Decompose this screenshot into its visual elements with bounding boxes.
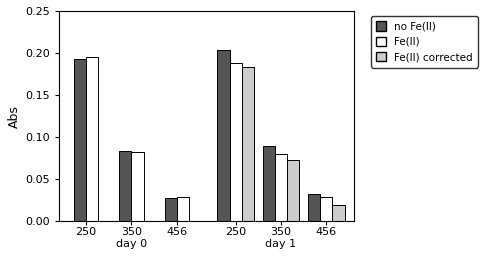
Text: day 0: day 0 [116,239,147,249]
Bar [287,160,300,221]
Bar [308,194,320,221]
Bar [230,63,242,221]
Bar [177,197,189,221]
Legend: no Fe(II), Fe(II), Fe(II) corrected: no Fe(II), Fe(II), Fe(II) corrected [371,16,478,68]
Text: 350: 350 [271,227,292,237]
Bar [218,50,230,221]
Bar [332,205,345,221]
Bar [263,146,275,221]
Bar [132,152,144,221]
Bar [74,59,86,221]
Bar [275,154,287,221]
Bar [86,57,98,221]
Text: 456: 456 [316,227,337,237]
Bar [242,67,254,221]
Y-axis label: Abs: Abs [8,105,21,127]
Bar [320,197,332,221]
Text: 350: 350 [121,227,142,237]
Text: day 1: day 1 [266,239,297,249]
Text: 250: 250 [225,227,246,237]
Text: 250: 250 [76,227,97,237]
Text: 456: 456 [166,227,188,237]
Bar [164,198,177,221]
Bar [119,151,132,221]
